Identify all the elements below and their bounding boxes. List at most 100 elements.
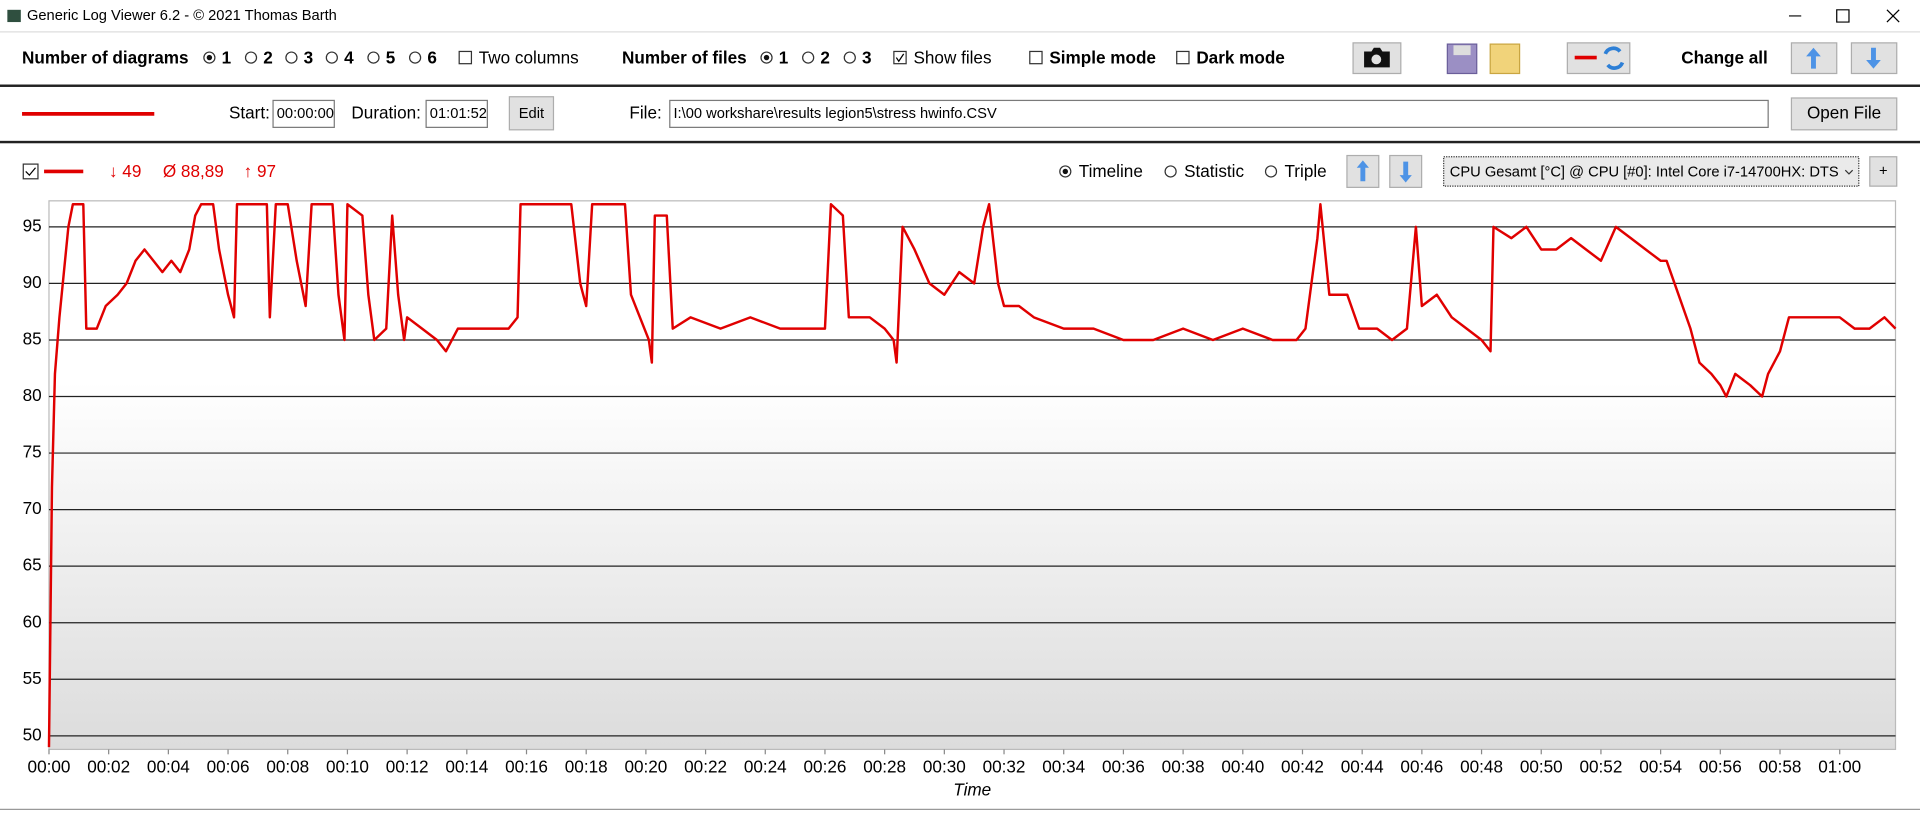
start-input[interactable] [272,99,335,128]
check [895,53,905,63]
diagrams-label: Number of diagrams [22,47,189,67]
y-tick-label: 75 [23,442,42,462]
x-tick-label: 01:00 [1818,756,1861,776]
y-tick-label: 70 [23,498,42,518]
diagram-option: 6 [427,47,437,67]
separator [0,84,1920,87]
diagram-option: 2 [263,47,273,67]
radio[interactable] [1264,165,1278,178]
x-tick-label: 00:20 [624,756,667,776]
x-tick-label: 00:14 [445,756,488,776]
radio-dot [763,54,770,61]
y-tick-label: 80 [23,385,42,405]
x-tick-label: 00:22 [684,756,727,776]
x-tick-label: 00:54 [1639,756,1682,776]
x-tick-label: 00:02 [87,756,130,776]
checkbox[interactable] [1029,50,1043,65]
file-option: 3 [862,47,872,67]
plot-area [48,200,1897,751]
diagram-option: 5 [386,47,396,67]
stat-max: ↑ 97 [244,161,276,181]
duration-value: 01:01:52 [430,106,487,122]
mode-option: Timeline [1079,161,1143,181]
x-axis-label: Time [953,780,991,800]
radio[interactable] [367,51,380,64]
channel-dropdown[interactable] [1443,156,1860,187]
x-tick-label: 00:38 [1162,756,1205,776]
file-option: 1 [779,47,789,67]
files-label: Number of files [622,47,747,67]
x-tick-label: 00:58 [1759,756,1802,776]
data-line [47,203,1897,748]
mode-option: Triple [1284,161,1326,181]
radio-dot [1062,168,1068,175]
order-buttons[interactable] [1346,154,1423,188]
checkbox-label: Two columns [479,47,579,67]
y-tick-label: 50 [23,724,42,744]
diagram-option: 1 [222,47,232,67]
radio[interactable] [843,51,856,64]
file-option: 2 [820,47,830,67]
channel-name: CPU Gesamt [°C] @ CPU [#0]: Intel Core i… [1450,165,1839,181]
mode-option: Statistic [1184,161,1244,181]
start-label: Start: [229,102,270,122]
x-tick-label: 00:44 [1341,756,1384,776]
series-checkbox[interactable] [22,163,39,180]
open-file-button[interactable] [1790,97,1898,131]
diagram-option: 4 [344,47,354,67]
radio[interactable] [1164,165,1177,178]
x-tick-label: 00:12 [386,756,429,776]
y-tick-label: 85 [23,328,42,348]
window-controls[interactable] [1788,9,1900,23]
app-icon [7,9,21,23]
radio[interactable] [285,51,298,64]
diagram-option: 3 [304,47,314,67]
stat-avg: Ø 88,89 [163,161,224,181]
y-tick-label: 65 [23,555,42,575]
x-tick-label: 00:30 [923,756,966,776]
file-label: File: [629,102,661,122]
file-path: I:\00 workshare\results legion5\stress h… [673,106,996,122]
y-tick-label: 55 [23,668,42,688]
x-tick-label: 00:46 [1400,756,1443,776]
x-tick-label: 00:42 [1281,756,1324,776]
edit-button[interactable] [508,96,555,131]
x-tick-label: 00:32 [983,756,1026,776]
duration-input[interactable] [425,99,488,128]
x-tick-label: 00:50 [1520,756,1563,776]
x-tick-label: 00:18 [565,756,608,776]
x-tick-label: 00:26 [804,756,847,776]
y-tick-label: 95 [23,215,42,235]
y-tick-label: 90 [23,272,42,292]
x-tick-label: 00:56 [1699,756,1742,776]
radio[interactable] [244,51,258,64]
x-tick-label: 00:34 [1042,756,1085,776]
change-all-label: Change all [1681,47,1768,67]
x-tick-label: 00:24 [744,756,787,776]
radio[interactable] [325,51,338,64]
add-label: + [1879,163,1888,179]
checkbox[interactable] [458,50,473,65]
checkbox[interactable] [893,50,907,65]
open-file-label: Open File [1807,102,1881,122]
checkbox[interactable] [1176,50,1190,65]
checkbox-label: Simple mode [1049,47,1156,67]
x-tick-label: 00:00 [28,756,71,776]
toolbar-buttons[interactable] [1352,42,1898,75]
x-tick-label: 00:06 [207,756,250,776]
radio[interactable] [408,51,422,64]
x-tick-label: 00:52 [1580,756,1623,776]
y-tick-label: 60 [23,611,42,631]
x-tick-label: 00:10 [326,756,369,776]
x-tick-label: 00:04 [147,756,190,776]
check [25,167,36,177]
file-input[interactable] [669,99,1769,128]
x-tick-label: 00:08 [266,756,309,776]
x-tick-label: 00:48 [1460,756,1503,776]
x-tick-label: 00:40 [1221,756,1264,776]
window-title: Generic Log Viewer 6.2 - © 2021 Thomas B… [27,8,337,24]
add-button[interactable] [1869,156,1898,187]
radio[interactable] [802,51,815,64]
duration-label: Duration: [351,102,421,122]
